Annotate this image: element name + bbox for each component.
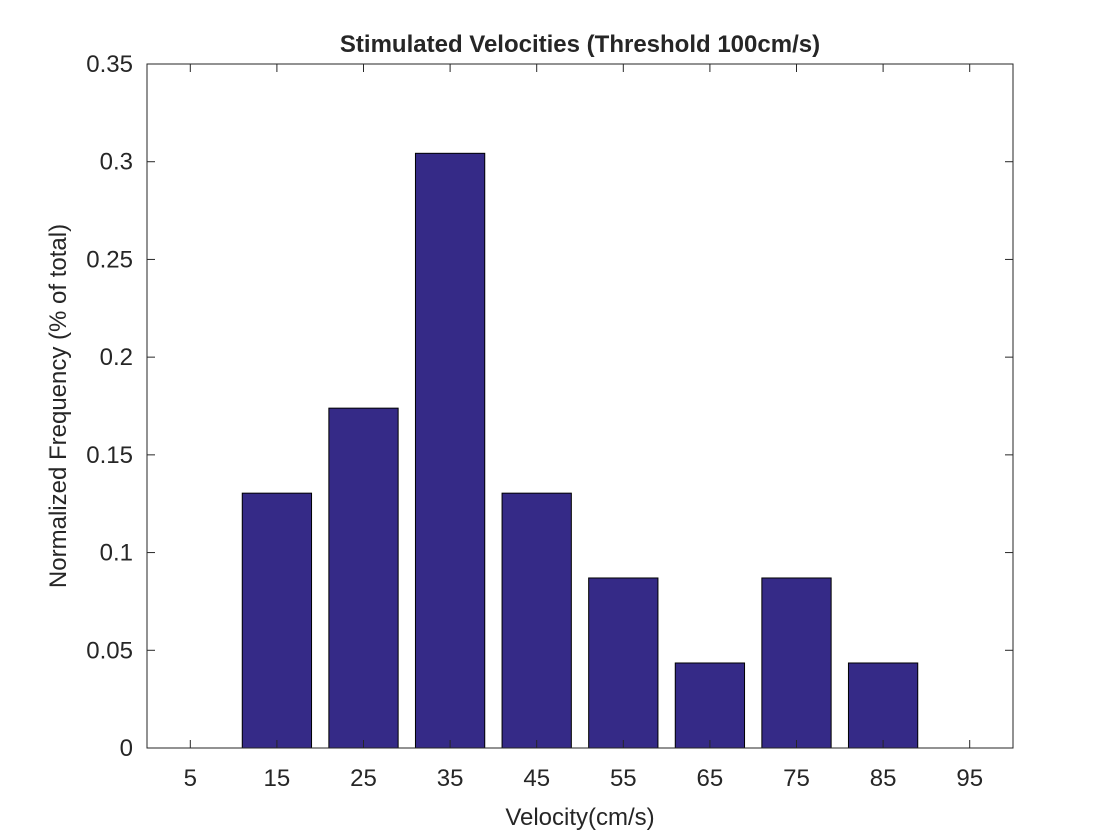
- y-tick-label: 0.35: [86, 51, 133, 78]
- x-tick-label: 45: [523, 765, 550, 792]
- x-tick-label: 5: [184, 765, 197, 792]
- y-tick-label: 0.3: [100, 149, 133, 176]
- bar-55: [588, 577, 659, 749]
- bar-15: [241, 492, 313, 749]
- x-tick-label: 75: [783, 765, 810, 792]
- plot-frame: [146, 63, 1014, 749]
- bars-group: [241, 152, 919, 749]
- bar-25: [328, 407, 399, 749]
- x-tick-label: 65: [697, 765, 724, 792]
- x-tick-label: 95: [956, 765, 983, 792]
- x-tick-label: 15: [264, 765, 291, 792]
- chart-title: Stimulated Velocities (Threshold 100cm/s…: [340, 31, 820, 58]
- y-tick-label: 0.1: [100, 540, 133, 567]
- bar-45: [501, 492, 572, 749]
- x-tick-label: 55: [610, 765, 637, 792]
- x-tick-label: 35: [437, 765, 464, 792]
- bar-75: [761, 577, 832, 749]
- x-axis-label: Velocity(cm/s): [505, 804, 654, 831]
- x-tick-label: 25: [350, 765, 377, 792]
- y-axis-label: Normalized Frequency (% of total): [45, 224, 72, 588]
- bar-35: [414, 152, 486, 749]
- x-tick-label: 85: [870, 765, 897, 792]
- y-tick-label: 0.25: [86, 246, 133, 273]
- y-tick-label: 0.15: [86, 442, 133, 469]
- y-tick-label: 0.2: [100, 344, 133, 371]
- bar-65: [674, 662, 746, 749]
- y-tick-label: 0: [120, 735, 133, 762]
- bar-85: [847, 662, 919, 749]
- y-tick-label: 0.05: [86, 637, 133, 664]
